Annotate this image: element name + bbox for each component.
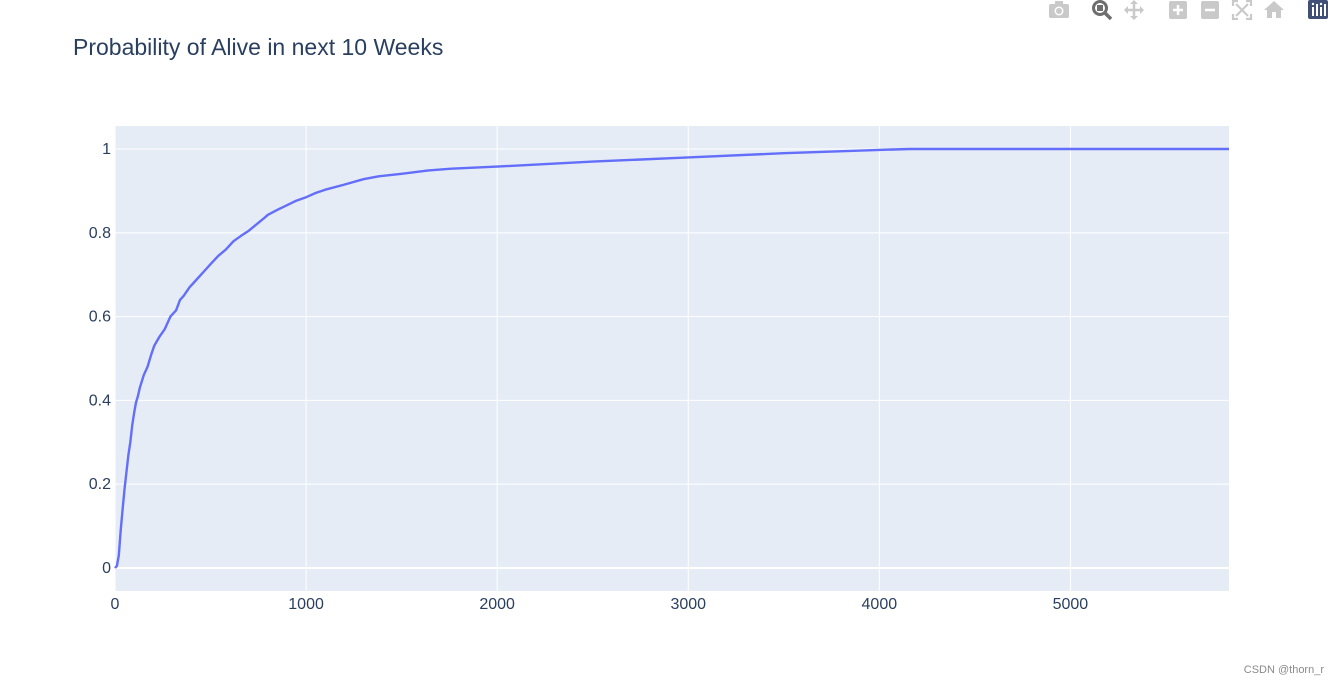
modebar [1040, 0, 1340, 20]
y-tick-label: 0.2 [89, 476, 111, 493]
y-tick-label: 0.6 [89, 309, 111, 326]
y-tick-label: 0 [102, 560, 111, 577]
x-tick-label: 5000 [1053, 596, 1089, 613]
x-tick-label: 4000 [862, 596, 898, 613]
zoom-in-icon[interactable] [1167, 0, 1189, 20]
x-tick-label: 1000 [288, 596, 324, 613]
zoom-out-icon[interactable] [1199, 0, 1221, 20]
autoscale-icon[interactable] [1231, 0, 1253, 20]
watermark: CSDN @thorn_r [1243, 664, 1324, 676]
chart-title: Probability of Alive in next 10 Weeks [73, 34, 444, 60]
y-tick-label: 0.8 [89, 225, 111, 242]
series-line [114, 147, 1229, 569]
y-tick-label: 0.4 [89, 392, 111, 409]
zoom-icon[interactable] [1091, 0, 1113, 20]
plotly-logo-icon[interactable] [1307, 0, 1329, 20]
x-tick-label: 0 [111, 596, 120, 613]
camera-icon[interactable] [1048, 0, 1070, 20]
x-tick-label: 2000 [479, 596, 515, 613]
pan-icon[interactable] [1123, 0, 1145, 20]
plot-background [115, 126, 1229, 591]
x-tick-label: 3000 [670, 596, 706, 613]
home-icon[interactable] [1263, 0, 1285, 20]
y-tick-label: 1 [102, 141, 111, 158]
